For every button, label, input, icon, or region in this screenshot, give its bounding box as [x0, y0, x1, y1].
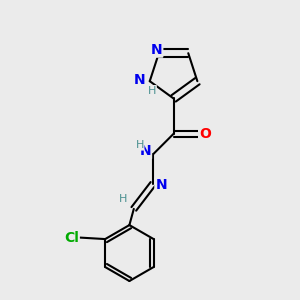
Text: N: N	[140, 145, 152, 158]
Text: Cl: Cl	[64, 231, 79, 244]
Text: H: H	[148, 85, 156, 96]
Text: H: H	[119, 194, 128, 204]
Text: O: O	[199, 127, 211, 141]
Text: N: N	[134, 73, 145, 87]
Text: N: N	[151, 43, 162, 57]
Text: H: H	[136, 140, 144, 150]
Text: N: N	[155, 178, 167, 192]
